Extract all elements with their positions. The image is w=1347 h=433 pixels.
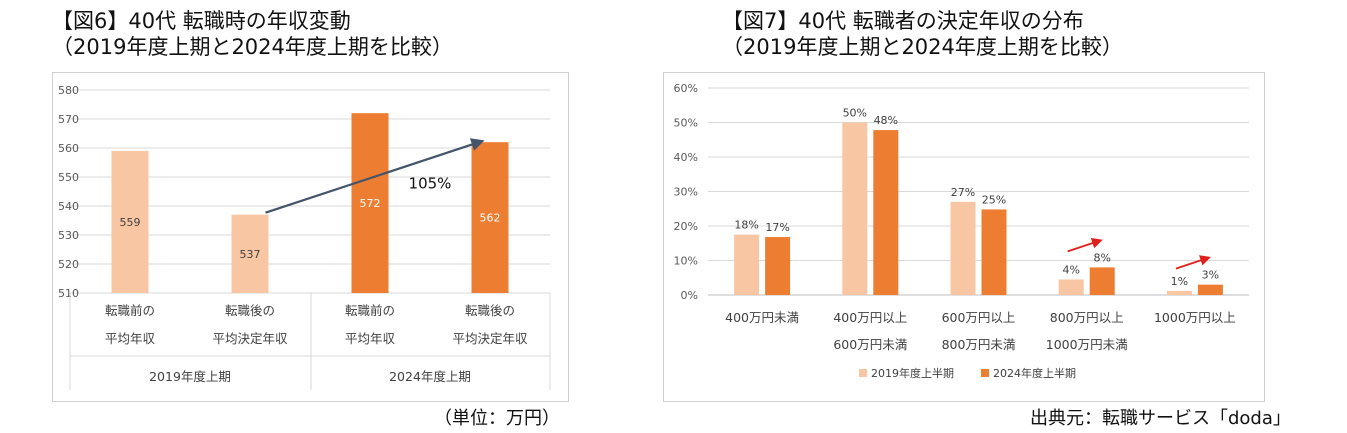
chart6-title-line2: （2019年度上期と2024年度上期を比較） xyxy=(52,35,453,59)
chart6-annotation: 105% xyxy=(409,175,452,193)
chart6-ytick-label: 530 xyxy=(58,229,79,242)
chart7-category-label: 1000万円未満 xyxy=(1046,337,1128,352)
chart7-frame: 0% 10% 20% 30% 40% 50% 60% 18% 17% 400万円未満 50% 48% 4… xyxy=(663,72,1265,402)
chart7-increase-arrow xyxy=(1175,255,1211,270)
chart6-data-label: 562 xyxy=(480,212,501,225)
chart7-bar xyxy=(1058,279,1084,295)
chart7-bar xyxy=(1089,267,1115,295)
chart7-category-label: 1000万円以上 xyxy=(1154,310,1236,325)
chart7-category-label: 400万円以上 xyxy=(833,310,907,325)
chart7-data-label: 17% xyxy=(765,221,789,234)
chart7-category-label: 400万円未満 xyxy=(725,310,799,325)
chart6-category-label: 転職後の xyxy=(465,303,515,318)
chart7-ytick-label: 10% xyxy=(674,255,698,268)
chart6-bar xyxy=(351,113,389,293)
chart6-ytick-label: 550 xyxy=(58,171,79,184)
chart7-title-line2: （2019年度上期と2024年度上期を比較） xyxy=(722,35,1123,59)
chart7-legend-label: 2019年度上半期 xyxy=(871,366,954,380)
chart6-ytick-label: 520 xyxy=(58,258,79,271)
chart7-data-label: 1% xyxy=(1171,275,1188,288)
chart6-frame: 510 520 530 540 550 560 570 580 559 転職前の平均年収 537 転職… xyxy=(52,72,569,402)
chart6-category-label: 転職前の xyxy=(105,303,155,318)
chart7-bar xyxy=(1166,290,1192,295)
chart7-bar xyxy=(950,201,976,295)
chart6-bar xyxy=(231,214,269,293)
chart6-data-label: 537 xyxy=(240,248,261,261)
chart6-group-label: 2024年度上期 xyxy=(389,369,471,384)
chart6-category-label: 平均年収 xyxy=(105,331,156,346)
chart6-category-label: 転職後の xyxy=(225,303,275,318)
chart7-bar xyxy=(873,130,899,295)
chart7-title-line1: 【図7】40代 転職者の決定年収の分布 xyxy=(722,9,1084,33)
chart6-ytick-label: 510 xyxy=(58,287,79,300)
chart7-category-label: 600万円以上 xyxy=(942,310,1016,325)
chart6-category-label: 平均年収 xyxy=(345,331,396,346)
chart7-bar xyxy=(981,209,1007,295)
chart7-data-label: 4% xyxy=(1062,263,1079,276)
chart7-legend-swatch xyxy=(981,369,989,377)
chart6-category-label: 転職前の xyxy=(345,303,395,318)
chart7-plot: 0% 10% 20% 30% 40% 50% 60% 18% 17% 400万円未満 50% 48% 4… xyxy=(674,82,1249,380)
unit-note: （単位：万円） xyxy=(434,408,560,429)
chart6-data-label: 559 xyxy=(120,216,141,229)
chart7-ytick-label: 0% xyxy=(681,289,698,302)
chart6-title-line1: 【図6】40代 転職時の年収変動 xyxy=(52,9,351,33)
chart7-bar xyxy=(1197,284,1223,295)
chart6-bar xyxy=(471,142,509,293)
chart7-category-label: 600万円未満 xyxy=(833,337,907,352)
chart7-ytick-label: 60% xyxy=(674,82,698,95)
chart7-data-label: 18% xyxy=(734,219,758,232)
chart6-data-label: 572 xyxy=(360,197,381,210)
chart7-data-label: 50% xyxy=(843,107,867,120)
chart7-category-label: 800万円以上 xyxy=(1050,310,1124,325)
chart7-ytick-label: 40% xyxy=(674,151,698,164)
chart7-data-label: 48% xyxy=(874,114,898,127)
chart6-bar xyxy=(111,150,149,293)
chart7-ytick-label: 30% xyxy=(674,186,698,199)
chart6-category-label: 平均決定年収 xyxy=(452,331,528,346)
chart7-data-label: 8% xyxy=(1093,251,1110,264)
chart7-data-label: 25% xyxy=(982,193,1006,206)
chart7-category-label: 800万円未満 xyxy=(942,337,1016,352)
chart7-ytick-label: 20% xyxy=(674,220,698,233)
chart6-ytick-label: 570 xyxy=(58,113,79,126)
chart7-data-label: 27% xyxy=(951,186,975,199)
chart6-growth-arrow xyxy=(265,138,485,214)
chart7-increase-arrow xyxy=(1067,238,1103,253)
chart7-bar xyxy=(765,237,791,295)
chart7-bar xyxy=(842,122,868,295)
chart6-group-label: 2019年度上期 xyxy=(149,369,231,384)
chart6-ytick-label: 540 xyxy=(58,200,79,213)
chart6-category-label: 平均決定年収 xyxy=(212,331,288,346)
chart7-legend-label: 2024年度上半期 xyxy=(993,366,1076,380)
chart7-bar xyxy=(734,234,760,295)
chart7-legend-swatch xyxy=(859,369,867,377)
chart6-ytick-label: 560 xyxy=(58,142,79,155)
source-note: 出典元：転職サービス「doda」 xyxy=(1030,408,1291,429)
chart6-ytick-label: 580 xyxy=(58,84,79,97)
chart7-ytick-label: 50% xyxy=(674,117,698,130)
chart7-data-label: 3% xyxy=(1202,269,1219,282)
